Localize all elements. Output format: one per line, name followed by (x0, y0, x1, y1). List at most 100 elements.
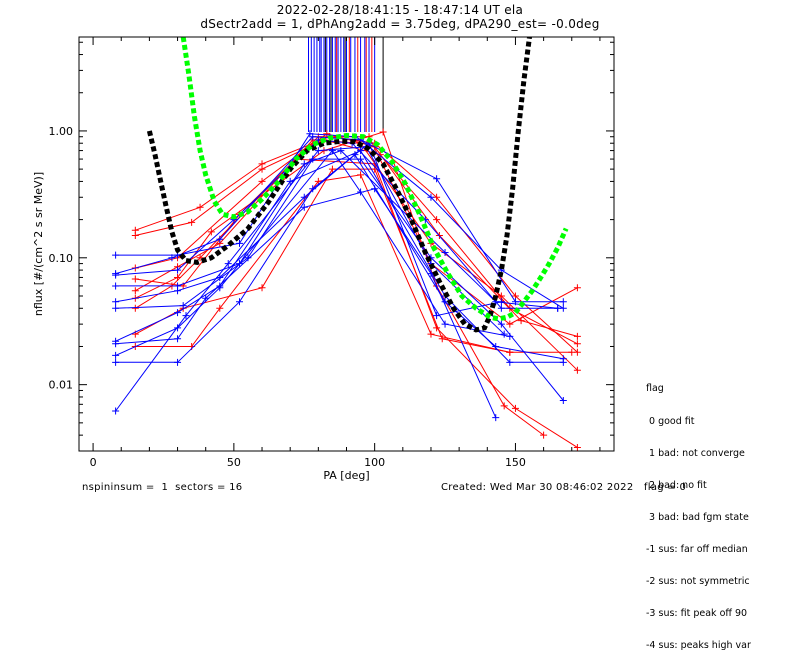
data-point (174, 287, 182, 295)
data-point (500, 402, 508, 410)
data-point (300, 193, 308, 201)
data-point (328, 165, 336, 173)
data-point (559, 358, 567, 366)
x-tick-label: 50 (227, 456, 241, 469)
data-point (506, 358, 514, 366)
series-line-red (135, 131, 544, 436)
data-point (196, 254, 204, 262)
data-point (236, 298, 243, 306)
data-point (112, 251, 120, 259)
data-point (559, 397, 567, 405)
data-point (216, 284, 224, 292)
legend-item: -2 sus: not symmetric (646, 576, 750, 588)
footer-right: Created: Wed Mar 30 08:46:02 2022 flag =… (441, 482, 687, 493)
data-point (174, 335, 182, 343)
data-point (112, 340, 120, 348)
data-point (309, 155, 317, 163)
data-point (506, 348, 514, 356)
data-point (174, 266, 182, 274)
data-point (357, 171, 365, 179)
data-point (112, 351, 120, 359)
legend-item: 1 bad: not converge (646, 447, 745, 459)
data-point (131, 304, 139, 312)
data-point (500, 330, 508, 338)
data-point (433, 312, 441, 320)
data-point (433, 175, 441, 183)
legend-item: -4 sus: peaks high var (646, 640, 751, 652)
legend-title: flag (646, 383, 664, 395)
data-point (371, 185, 379, 193)
data-point (182, 312, 190, 320)
series-line-red (135, 168, 572, 353)
legend-item: 0 good fit (646, 415, 695, 427)
data-point (112, 282, 120, 290)
x-tick-label: 150 (505, 456, 526, 469)
data-point (497, 304, 505, 312)
data-point (168, 254, 176, 262)
data-point (379, 128, 387, 136)
series-line-blue (115, 188, 497, 418)
data-point (427, 330, 435, 338)
data-point (179, 302, 187, 310)
data-point (357, 188, 365, 196)
data-point (497, 320, 505, 328)
footer-left: nspininsum = 1 sectors = 16 (82, 482, 243, 493)
plot-axes-layer: 0 50 100 150 0.01 0.10 1.00 PA [deg] nflux [#/(c… (32, 36, 615, 482)
data-point (433, 216, 441, 224)
plot-area (112, 37, 581, 451)
y-tick-label: 0.01 (49, 379, 74, 392)
data-point (196, 203, 204, 211)
data-point (131, 287, 139, 295)
data-point (323, 130, 331, 138)
fit-curve-black (146, 37, 532, 333)
data-point (174, 309, 182, 317)
data-point (224, 260, 232, 268)
data-point (559, 298, 567, 306)
series-line-blue (115, 139, 558, 309)
chart-title: 2022-02-28/18:41:15 - 18:47:14 UT ela (276, 3, 524, 17)
data-point (236, 239, 243, 247)
data-point (506, 320, 514, 328)
data-point (573, 332, 581, 340)
data-point (112, 304, 120, 312)
data-point (314, 147, 322, 155)
series-line-red (135, 136, 578, 325)
flag-legend: flag 0 good fit 1 bad: not converge 2 ba… (646, 363, 751, 663)
data-point (568, 348, 576, 356)
y-tick-label: 1.00 (49, 125, 74, 138)
series-line-blue (115, 149, 510, 356)
data-point (337, 147, 345, 155)
data-point (309, 185, 317, 193)
data-point (506, 332, 514, 340)
data-point (511, 404, 519, 412)
data-point (441, 249, 449, 257)
data-point (300, 203, 308, 211)
data-point (300, 160, 308, 168)
data-point (112, 358, 120, 366)
legend-item: -3 sus: fit peak off 90 (646, 608, 748, 620)
legend-item: -1 sus: far off median (646, 543, 748, 555)
data-point (357, 155, 365, 163)
series-line-blue (115, 158, 564, 401)
data-point (573, 284, 581, 292)
data-point (497, 298, 505, 306)
data-point (286, 177, 294, 185)
data-point (244, 254, 252, 262)
x-tick-label: 0 (90, 456, 97, 469)
data-point (328, 147, 336, 155)
data-point (427, 193, 435, 201)
series-line-blue (115, 150, 558, 309)
pitch-angle-chart: 0 50 100 150 0.01 0.10 1.00 PA [deg] nflux [#/(c… (32, 36, 615, 482)
data-point (573, 340, 581, 348)
data-point (492, 342, 500, 350)
data-point (174, 358, 182, 366)
data-point (258, 284, 266, 292)
series-line-blue (115, 149, 564, 363)
data-point (258, 165, 266, 173)
data-point (258, 177, 266, 185)
data-point (441, 320, 449, 328)
data-point (207, 228, 215, 236)
data-point (131, 275, 139, 283)
x-axis-label: PA [deg] (323, 469, 369, 482)
data-point (492, 414, 500, 422)
